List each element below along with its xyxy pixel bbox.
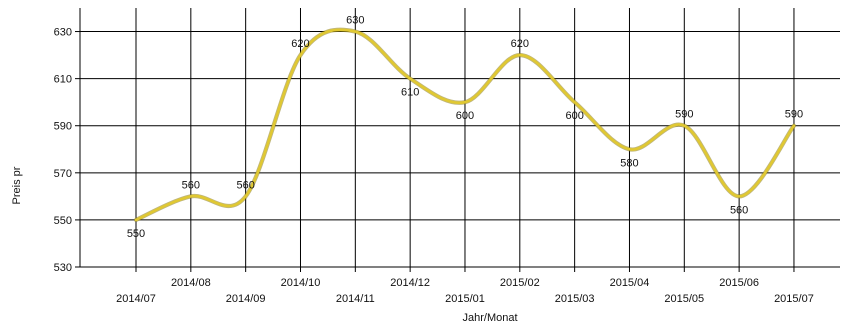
series-line (134, 28, 796, 222)
x-tick-label: 2015/05 (664, 293, 704, 305)
data-label: 590 (785, 109, 803, 121)
data-label: 590 (675, 109, 693, 121)
x-tick-labels: 2014/07 2014/08 2014/09 2014/10 2014/11 2014/… (116, 277, 814, 305)
x-tick-label: 2014/11 (336, 293, 375, 305)
axes (75, 8, 840, 272)
x-tick-label: 2014/12 (390, 277, 430, 289)
y-tick-label: 630 (54, 27, 72, 39)
y-tick-labels: 530 550 570 590 610 630 (54, 27, 72, 274)
y-tick-label: 610 (54, 74, 72, 86)
x-tick-label: 2015/03 (555, 293, 595, 305)
data-label: 620 (511, 38, 529, 50)
data-label: 550 (127, 228, 145, 240)
x-axis-title: Jahr/Monat (462, 312, 517, 324)
y-tick-label: 570 (54, 168, 72, 180)
data-label: 600 (565, 110, 583, 122)
data-label: 580 (620, 157, 638, 169)
data-label: 600 (456, 110, 474, 122)
grid-lines (80, 8, 840, 267)
x-tick-label: 2014/09 (226, 293, 266, 305)
y-tick-label: 590 (54, 121, 72, 133)
x-tick-label: 2015/07 (774, 293, 814, 305)
data-label: 620 (291, 38, 309, 50)
x-tick-label: 2015/02 (500, 277, 540, 289)
y-tick-label: 550 (54, 215, 72, 227)
x-tick-label: 2015/01 (445, 293, 485, 305)
data-label: 610 (401, 87, 419, 99)
x-tick-label: 2014/07 (116, 293, 156, 305)
y-axis-title: Preis pr (11, 166, 23, 204)
y-tick-label: 530 (54, 262, 72, 274)
x-tick-label: 2015/04 (610, 277, 650, 289)
series-group (133, 27, 797, 223)
data-label: 560 (236, 179, 254, 191)
data-label: 560 (182, 179, 200, 191)
x-tick-label: 2015/06 (719, 277, 759, 289)
x-tick-label: 2014/08 (171, 277, 211, 289)
x-tick-label: 2014/10 (281, 277, 321, 289)
data-label: 560 (730, 204, 748, 216)
data-labels: 550 560 560 620 630 610 600 620 600 580 590 560 590 (127, 15, 803, 240)
data-label: 630 (346, 15, 364, 27)
